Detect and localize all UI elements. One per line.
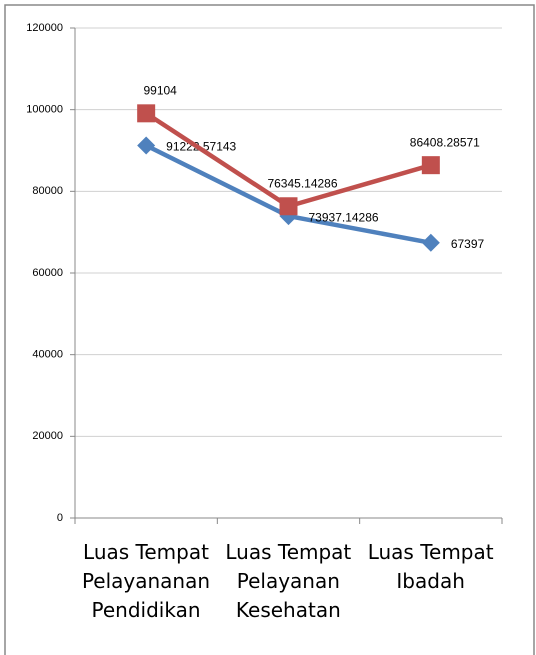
y-tick-label: 120000: [26, 22, 63, 34]
marker: [137, 136, 156, 155]
x-tick-label: Luas Tempat Ibadah: [367, 540, 494, 593]
data-label: 86408.28571: [410, 135, 480, 149]
series-line: [145, 143, 432, 246]
data-label: 76345.14286: [267, 176, 337, 190]
marker: [421, 233, 440, 252]
y-tick-label: 20000: [32, 430, 63, 442]
marker: [421, 156, 440, 175]
y-tick-label: 100000: [26, 104, 63, 116]
y-tick-label: 0: [57, 512, 63, 524]
y-tick-label: 80000: [32, 185, 63, 197]
marker: [137, 104, 156, 123]
marker: [279, 197, 298, 216]
data-label: 99104: [143, 83, 177, 97]
data-label: 67397: [451, 237, 485, 251]
series-line: [144, 111, 432, 209]
data-label: 73937.14286: [309, 210, 379, 224]
y-tick-label: 40000: [32, 349, 63, 361]
frame: [4, 4, 535, 655]
x-tick-label: Luas Tempat Pelayanan Kesehatan: [225, 540, 352, 622]
y-tick-label: 60000: [32, 267, 63, 279]
x-tick-label: Luas Tempat Pelayananan Pendidikan: [81, 540, 211, 622]
